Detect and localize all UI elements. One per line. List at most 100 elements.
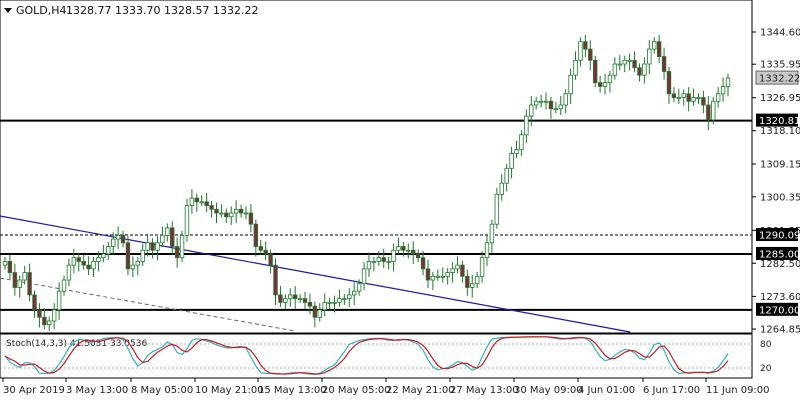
candle-down[interactable] <box>86 264 91 270</box>
candle-down[interactable] <box>465 275 470 288</box>
candle-down[interactable] <box>548 100 554 110</box>
candle-down[interactable] <box>381 257 386 262</box>
candle-up[interactable] <box>602 82 608 87</box>
candle-up[interactable] <box>435 275 441 278</box>
candle-down[interactable] <box>415 253 421 259</box>
candle-up[interactable] <box>332 301 337 304</box>
candle-up[interactable] <box>229 212 234 218</box>
candle-up[interactable] <box>219 212 224 215</box>
candle-down[interactable] <box>637 67 642 76</box>
candle-up[interactable] <box>578 41 583 61</box>
candle-down[interactable] <box>701 97 706 106</box>
candle-up[interactable] <box>17 279 22 288</box>
candle-down[interactable] <box>661 56 667 72</box>
dashed-trend-line[interactable] <box>0 277 296 332</box>
candle-up[interactable] <box>519 134 524 151</box>
candle-up[interactable] <box>160 234 165 244</box>
candle-down[interactable] <box>194 197 200 203</box>
candle-up[interactable] <box>396 246 401 251</box>
candle-down[interactable] <box>666 71 672 95</box>
candle-down[interactable] <box>204 201 209 206</box>
candle-up[interactable] <box>96 257 101 262</box>
candle-up[interactable] <box>361 268 367 285</box>
candle-down[interactable] <box>632 59 637 69</box>
candle-up[interactable] <box>179 234 185 259</box>
candle-up[interactable] <box>391 249 396 262</box>
candle-up[interactable] <box>474 275 480 285</box>
candle-up[interactable] <box>66 264 72 281</box>
candle-up[interactable] <box>111 238 116 247</box>
candle-down[interactable] <box>258 246 263 251</box>
candle-down[interactable] <box>224 212 229 218</box>
candle-up[interactable] <box>430 275 436 281</box>
candle-up[interactable] <box>711 100 716 121</box>
candle-down[interactable] <box>238 208 244 214</box>
candle-up[interactable] <box>386 261 391 263</box>
candle-down[interactable] <box>401 246 406 251</box>
candle-down[interactable] <box>263 249 268 255</box>
candle-up[interactable] <box>504 167 509 184</box>
candle-up[interactable] <box>145 242 150 251</box>
candle-up[interactable] <box>529 104 534 117</box>
candle-up[interactable] <box>720 85 726 95</box>
candle-up[interactable] <box>553 108 559 111</box>
candle-down[interactable] <box>248 212 254 225</box>
candle-up[interactable] <box>61 279 67 292</box>
candle-up[interactable] <box>612 63 618 76</box>
candle-up[interactable] <box>489 223 495 244</box>
candle-up[interactable] <box>676 97 682 99</box>
candle-down[interactable] <box>76 257 81 262</box>
candle-down[interactable] <box>27 272 32 296</box>
candle-up[interactable] <box>622 59 627 65</box>
candle-up[interactable] <box>627 59 632 62</box>
candle-up[interactable] <box>647 48 652 65</box>
candle-up[interactable] <box>106 246 111 255</box>
candle-up[interactable] <box>51 309 57 322</box>
candle-down[interactable] <box>583 41 588 50</box>
candle-up[interactable] <box>115 234 121 240</box>
candle-up[interactable] <box>135 261 140 266</box>
candle-up[interactable] <box>56 290 62 311</box>
candle-up[interactable] <box>725 77 731 87</box>
candle-up[interactable] <box>715 93 721 102</box>
candle-up[interactable] <box>189 197 195 206</box>
candle-up[interactable] <box>494 193 500 225</box>
candle-up[interactable] <box>681 93 686 98</box>
candle-up[interactable] <box>479 257 485 277</box>
candle-up[interactable] <box>450 268 455 273</box>
candle-up[interactable] <box>568 74 573 95</box>
candle-down[interactable] <box>706 104 711 121</box>
candle-up[interactable] <box>71 257 77 266</box>
candle-up[interactable] <box>470 283 475 288</box>
candle-down[interactable] <box>593 59 598 84</box>
candle-up[interactable] <box>376 257 381 262</box>
candle-up[interactable] <box>165 227 170 236</box>
candle-up[interactable] <box>243 212 249 215</box>
candle-up[interactable] <box>288 294 293 300</box>
candle-down[interactable] <box>268 253 273 266</box>
candle-up[interactable] <box>233 208 239 214</box>
candle-up[interactable] <box>140 249 145 262</box>
candle-up[interactable] <box>558 104 563 110</box>
candle-up[interactable] <box>199 201 204 204</box>
candle-up[interactable] <box>327 301 332 304</box>
candle-up[interactable] <box>440 275 445 278</box>
candle-down[interactable] <box>656 41 662 57</box>
candle-down[interactable] <box>170 227 175 247</box>
candle-up[interactable] <box>607 74 613 84</box>
candle-up[interactable] <box>2 261 8 266</box>
trendline[interactable] <box>0 215 631 333</box>
candle-up[interactable] <box>317 309 322 318</box>
candle-up[interactable] <box>371 261 377 263</box>
candle-down[interactable] <box>32 294 37 311</box>
candle-down[interactable] <box>420 257 426 270</box>
candle-down[interactable] <box>411 249 416 255</box>
candle-down[interactable] <box>307 301 313 307</box>
candle-up[interactable] <box>538 100 544 103</box>
candle-down[interactable] <box>120 234 126 244</box>
candle-down[interactable] <box>253 223 259 247</box>
candle-up[interactable] <box>322 301 327 311</box>
candle-up[interactable] <box>573 59 578 76</box>
candle-down[interactable] <box>150 242 155 251</box>
